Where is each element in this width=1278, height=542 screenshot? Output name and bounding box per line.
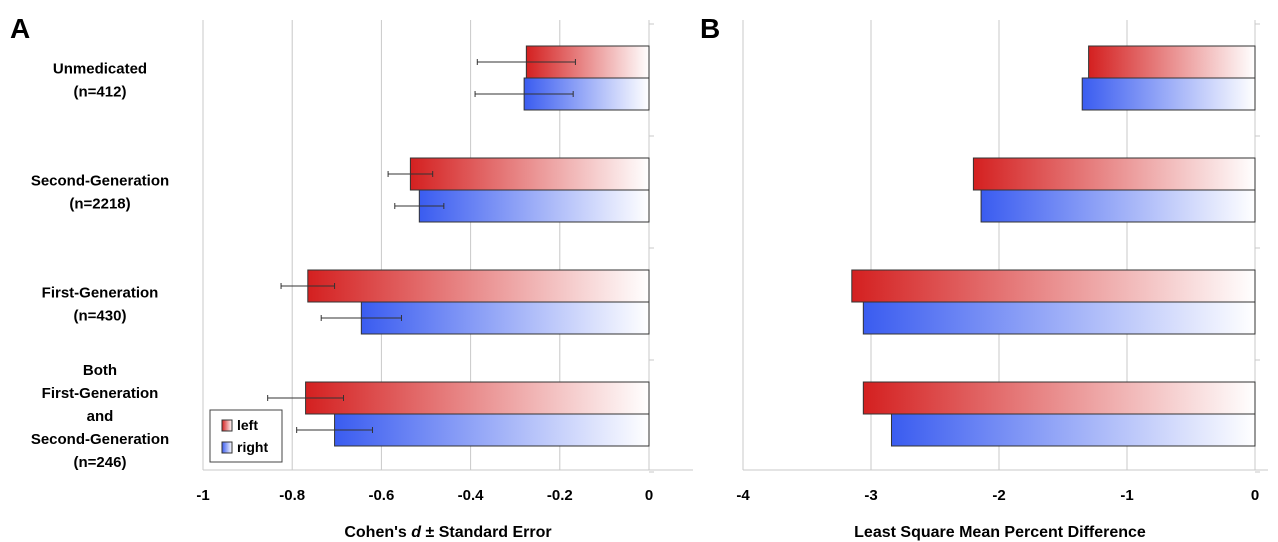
- category-label: Unmedicated: [53, 61, 147, 78]
- x-tick-label: -4: [736, 487, 750, 504]
- category-label: (n=246): [74, 454, 127, 471]
- panel-a-letter: A: [10, 13, 30, 44]
- x-tick-label: -0.4: [458, 487, 485, 504]
- bar-left: [307, 269, 650, 303]
- x-tick-label: -0.8: [279, 487, 305, 504]
- bar-right: [334, 413, 650, 447]
- panel-a: -1 -0.8 -0.6 -0.4 -0.2 0 Cohen's d ± Standard …: [31, 20, 693, 541]
- x-tick-label: 0: [645, 487, 653, 504]
- category-label: First-Generation: [42, 385, 159, 402]
- x-tick-label: -0.6: [368, 487, 394, 504]
- bar-right: [360, 301, 650, 335]
- category-label: (n=2218): [69, 196, 130, 213]
- legend-label-left: left: [237, 417, 258, 433]
- x-tick-label: -1: [196, 487, 209, 504]
- category-label: Both: [83, 362, 117, 379]
- bar-left: [305, 381, 650, 415]
- bar-left: [972, 157, 1256, 191]
- category-label: (n=412): [74, 84, 127, 101]
- x-tick-label: -3: [864, 487, 877, 504]
- category-label: Second-Generation: [31, 431, 169, 448]
- x-axis-label-part: Cohen's: [344, 524, 411, 541]
- bar-right: [418, 189, 650, 223]
- legend: left right: [209, 409, 283, 463]
- category-label: First-Generation: [42, 285, 159, 302]
- x-axis-label-part: ± Standard Error: [421, 524, 552, 541]
- panel-b: -4 -3 -2 -1 0 Least Square Mean Percent Diffe…: [736, 20, 1268, 541]
- x-axis-label: Cohen's d ± Standard Error: [344, 524, 551, 541]
- bar-right: [862, 301, 1256, 335]
- category-label: and: [87, 408, 114, 425]
- bar-left: [851, 269, 1256, 303]
- panel-b-letter: B: [700, 13, 720, 44]
- category-label: Second-Generation: [31, 173, 169, 190]
- legend-swatch-right: [221, 441, 233, 454]
- x-axis-label: Least Square Mean Percent Difference: [854, 524, 1146, 541]
- legend-label-right: right: [237, 439, 268, 455]
- x-tick-label: -2: [992, 487, 1005, 504]
- x-tick-label: 0: [1251, 487, 1259, 504]
- bar-left: [862, 381, 1256, 415]
- legend-swatch-left: [221, 419, 233, 432]
- bar-left: [1088, 45, 1256, 79]
- bar-right: [1081, 77, 1256, 111]
- bar-left: [409, 157, 650, 191]
- category-label: (n=430): [74, 308, 127, 325]
- x-axis-label-part: d: [411, 524, 422, 541]
- x-tick-label: -1: [1120, 487, 1133, 504]
- bar-right: [980, 189, 1256, 223]
- bar-right: [890, 413, 1256, 447]
- x-tick-label: -0.2: [547, 487, 573, 504]
